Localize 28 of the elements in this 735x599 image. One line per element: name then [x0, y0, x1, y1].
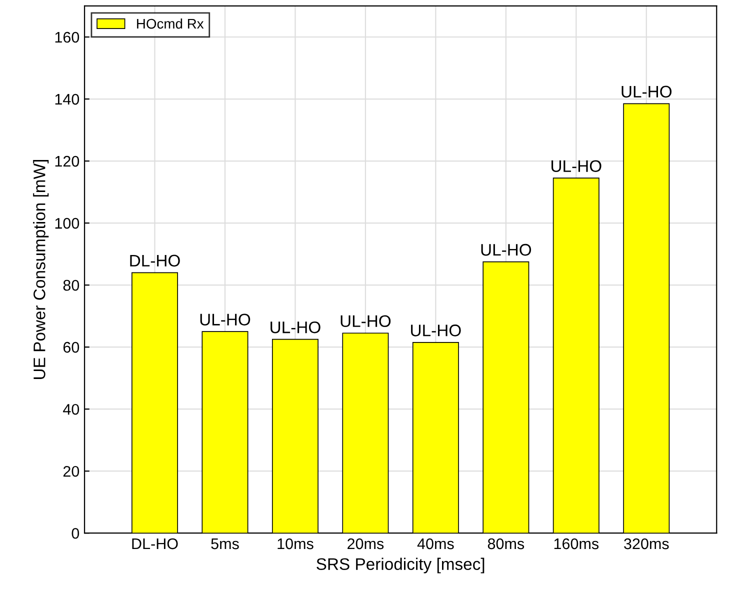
y-tick-label: 100	[55, 218, 80, 229]
y-axis-title: UE Power Consumption [mW]	[33, 160, 49, 379]
annotation: UL-HO	[552, 160, 602, 172]
legend-label: HOcmd Rx	[137, 18, 204, 29]
y-tick-label: 20	[63, 466, 80, 477]
x-tick-label: 160ms	[554, 538, 599, 550]
annotation: UL-HO	[481, 244, 532, 256]
y-tick-label: 40	[63, 404, 80, 415]
x-tick-label: 80ms	[488, 538, 524, 550]
annotation: UL-HO	[411, 324, 461, 336]
x-tick-label: 5ms	[211, 538, 239, 550]
y-tick-label: 140	[55, 94, 80, 105]
annotation: UL-HO	[622, 86, 672, 98]
x-tick-label: 40ms	[417, 538, 454, 550]
y-tick-label: 0	[72, 528, 80, 539]
x-axis-title: SRS Periodicity [msec]	[316, 558, 484, 574]
y-tick-label: 80	[63, 280, 80, 291]
x-tick-label: 320ms	[624, 538, 669, 550]
y-tick-label: 160	[55, 32, 80, 43]
annotation: UL-HO	[270, 321, 320, 334]
annotation: UL-HO	[200, 314, 250, 326]
x-tick-label: DL-HO	[132, 538, 178, 550]
y-tick-label: 120	[55, 156, 80, 167]
y-tick-label: 60	[63, 342, 80, 353]
annotation: DL-HO	[130, 254, 180, 267]
x-tick-label: 10ms	[278, 538, 314, 550]
annotation: UL-HO	[340, 315, 391, 328]
x-tick-label: 20ms	[348, 538, 384, 550]
